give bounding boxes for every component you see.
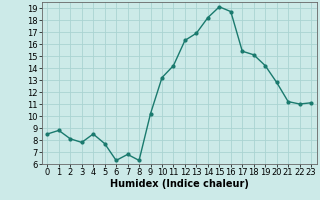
X-axis label: Humidex (Indice chaleur): Humidex (Indice chaleur) (110, 179, 249, 189)
